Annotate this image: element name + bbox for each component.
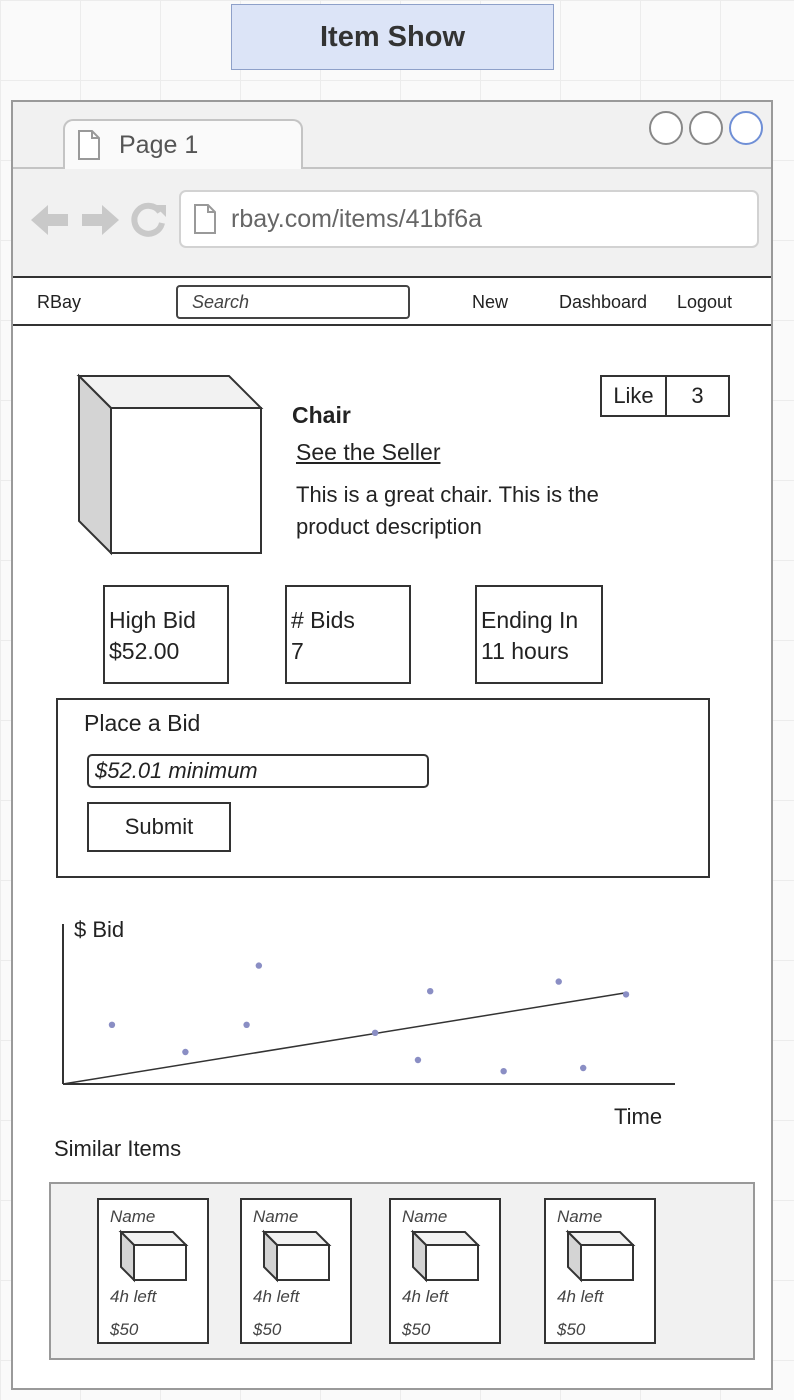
- see-seller-link[interactable]: See the Seller: [296, 439, 441, 465]
- like-label: Like: [602, 377, 667, 415]
- stat-value: $52.00: [109, 638, 180, 664]
- bid-point: [500, 1068, 507, 1075]
- place-bid-title: Place a Bid: [84, 710, 201, 736]
- item-thumbnail-icon: [118, 1229, 189, 1283]
- document-icon: [78, 130, 100, 160]
- browser-chrome: Page 1 rbay.com/items/41bf6a: [13, 102, 771, 278]
- similar-item-card[interactable]: Name 4h left $50: [544, 1198, 656, 1344]
- search-input[interactable]: Search: [176, 285, 410, 319]
- bid-point: [255, 962, 263, 969]
- stat-high-bid: High Bid $52.00: [103, 585, 229, 684]
- item-thumbnail-icon: [410, 1229, 481, 1283]
- similar-item-price: $50: [402, 1320, 431, 1339]
- place-bid-panel: Place a Bid $52.01 minimum Submit: [56, 698, 710, 878]
- stat-label: # Bids: [291, 607, 355, 633]
- stat-value: 11 hours: [481, 638, 569, 664]
- window-close-button[interactable]: [729, 111, 763, 145]
- trend-line: [62, 992, 627, 1085]
- bid-point: [371, 1029, 379, 1036]
- bid-point: [622, 991, 630, 998]
- stat-bid-count: # Bids 7: [285, 585, 411, 684]
- bid-amount-input[interactable]: $52.01 minimum: [87, 754, 429, 788]
- product-title: Chair: [292, 402, 351, 428]
- stat-label: Ending In: [481, 607, 579, 633]
- product-description: This is a great chair. This is the produ…: [296, 482, 599, 539]
- similar-item-price: $50: [557, 1320, 586, 1339]
- similar-item-time-left: 4h left: [402, 1287, 449, 1306]
- bid-point: [243, 1021, 250, 1028]
- similar-item-name: Name: [253, 1207, 299, 1226]
- similar-item-card[interactable]: Name 4h left $50: [240, 1198, 352, 1344]
- reload-icon[interactable]: [129, 201, 167, 239]
- browser-window: Page 1 rbay.com/items/41bf6a RBay Search…: [11, 100, 773, 1390]
- browser-tab[interactable]: Page 1: [63, 119, 303, 169]
- bid-point: [427, 988, 434, 995]
- product-image: [76, 373, 264, 556]
- similar-item-time-left: 4h left: [557, 1287, 604, 1306]
- window-minimize-button[interactable]: [649, 111, 683, 145]
- like-count: 3: [691, 383, 704, 408]
- bid-history-chart: [62, 924, 675, 1085]
- stat-ending-in: Ending In 11 hours: [475, 585, 603, 684]
- similar-item-time-left: 4h left: [253, 1287, 300, 1306]
- bid-point: [555, 978, 562, 985]
- tab-label: Page 1: [119, 130, 199, 159]
- similar-item-price: $50: [110, 1320, 139, 1339]
- chart-y-label: $ Bid: [74, 917, 125, 942]
- document-icon: [194, 204, 216, 234]
- like-button[interactable]: Like 3: [600, 375, 730, 417]
- address-bar[interactable]: rbay.com/items/41bf6a: [179, 190, 759, 248]
- bid-point: [414, 1056, 422, 1064]
- nav-logout-link[interactable]: Logout: [677, 292, 733, 312]
- nav-new-link[interactable]: New: [472, 292, 509, 312]
- stat-label: High Bid: [109, 607, 196, 633]
- bid-point: [182, 1048, 189, 1056]
- item-thumbnail-icon: [565, 1229, 636, 1283]
- similar-item-time-left: 4h left: [110, 1287, 157, 1306]
- bid-point: [580, 1064, 587, 1072]
- similar-item-price: $50: [253, 1320, 282, 1339]
- similar-item-card[interactable]: Name 4h left $50: [389, 1198, 501, 1344]
- nav-dashboard-link[interactable]: Dashboard: [559, 292, 648, 312]
- submit-bid-button[interactable]: Submit: [87, 802, 231, 852]
- window-maximize-button[interactable]: [689, 111, 723, 145]
- tab-strip-divider: [13, 167, 771, 169]
- similar-item-name: Name: [402, 1207, 448, 1226]
- stat-value: 7: [291, 638, 304, 664]
- page-title: Item Show: [231, 4, 554, 70]
- chart-x-label: Time: [614, 1104, 663, 1129]
- forward-arrow-icon[interactable]: [81, 202, 119, 238]
- similar-item-card[interactable]: Name 4h left $50: [97, 1198, 209, 1344]
- address-text: rbay.com/items/41bf6a: [231, 204, 483, 233]
- app-navbar: RBay Search New Dashboard Logout: [13, 278, 771, 326]
- similar-item-name: Name: [557, 1207, 603, 1226]
- back-arrow-icon[interactable]: [31, 202, 69, 238]
- similar-items-title: Similar Items: [54, 1136, 182, 1161]
- item-thumbnail-icon: [261, 1229, 332, 1283]
- similar-item-name: Name: [110, 1207, 156, 1226]
- bid-point: [108, 1021, 116, 1028]
- brand-link[interactable]: RBay: [37, 292, 82, 312]
